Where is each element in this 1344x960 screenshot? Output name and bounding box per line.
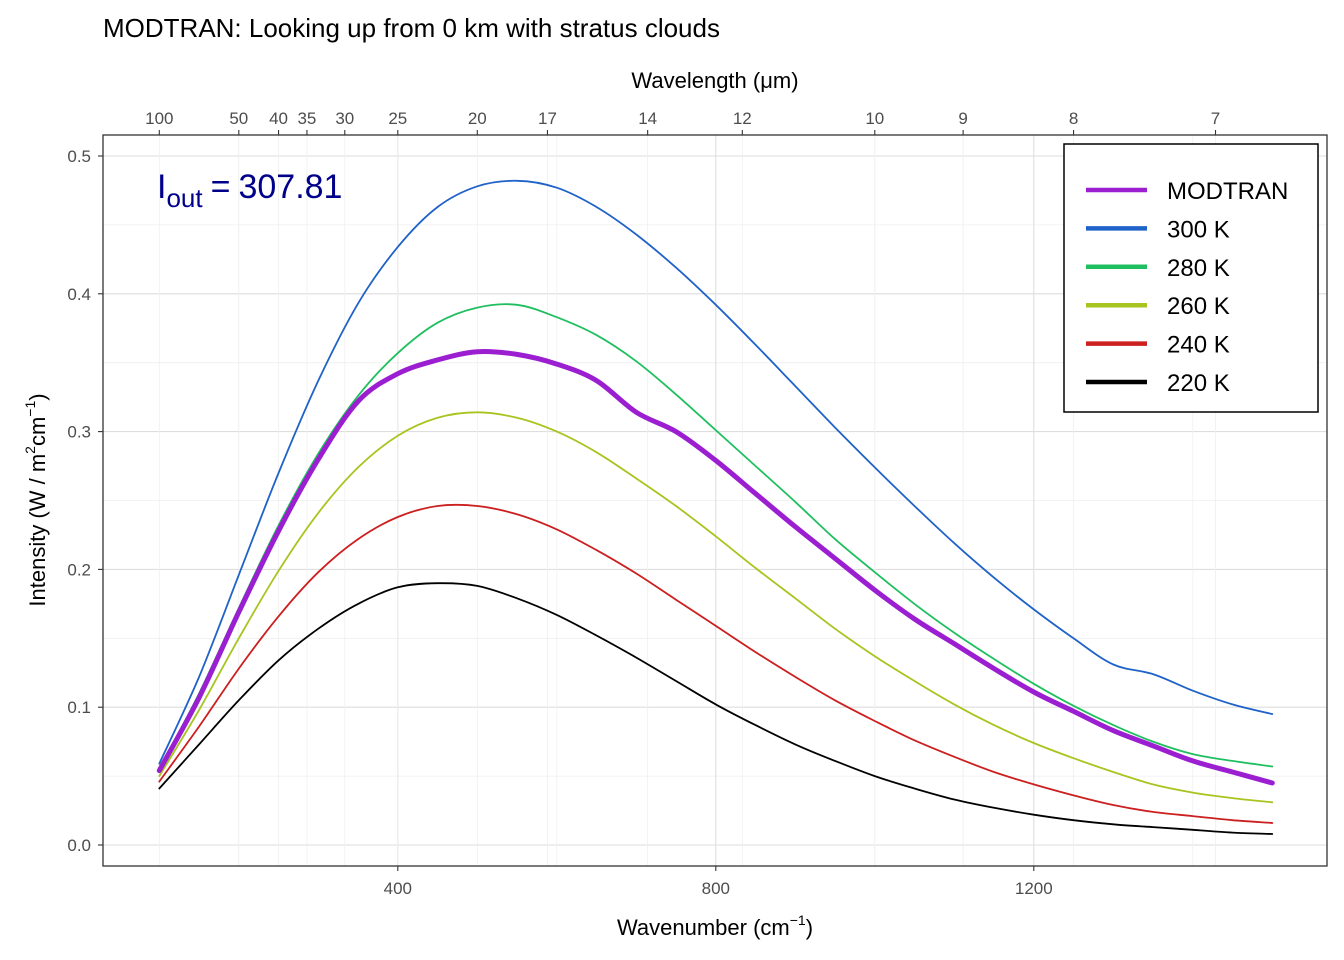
legend-label-260-k: 260 K [1167,293,1230,320]
series-line-220-k [158,582,1274,835]
y-tick-label: 0.2 [67,560,91,579]
iout-annotation: Iout = 307.81 [157,168,342,213]
x2-tick-label: 50 [229,109,248,128]
x-tick-label: 800 [702,879,730,898]
chart-title: MODTRAN: Looking up from 0 km with strat… [103,13,720,43]
x2-tick-label: 30 [335,109,354,128]
y-tick-label: 0.0 [67,836,91,855]
x2-tick-label: 10 [865,109,884,128]
x2-tick-label: 8 [1069,109,1078,128]
x-axis-title: Wavenumber (cm−1) [617,912,813,940]
series-line-280-k [158,303,1274,771]
iout-base: I [157,168,166,206]
legend: MODTRAN 300 K 280 K 260 K 240 K 220 K [1063,143,1319,413]
x2-tick-label: 17 [538,109,557,128]
y-axis: 0.0 0.1 0.2 0.3 0.4 0.5 [67,147,103,855]
iout-subscript: out [166,183,203,213]
x2-tick-label: 40 [269,109,288,128]
x2-tick-label: 12 [733,109,752,128]
x-axis-bottom: 400 800 1200 [384,866,1053,898]
series-line-240-k [158,503,1274,824]
x2-tick-label: 14 [638,109,657,128]
x2-tick-label: 35 [297,109,316,128]
series-line-260-k [158,411,1274,804]
series-line-300-k [158,179,1274,765]
x2-tick-label: 25 [388,109,407,128]
legend-label-240-k: 240 K [1167,332,1230,359]
x-axis-title-close: ) [806,915,813,940]
iout-value: 307.81 [238,168,342,206]
x-axis-title-superscript: −1 [790,912,806,928]
plot-panel-border [102,134,1328,867]
legend-label-280-k: 280 K [1167,255,1230,282]
top-axis-title: Wavelength (μm) [631,68,798,93]
y-axis-title: Intensity (W / m2cm−1) [22,393,50,606]
y-axis-title-sup1: 2 [22,446,38,454]
y-tick-label: 0.5 [67,147,91,166]
y-tick-label: 0.4 [67,285,91,304]
y-axis-title-text: Intensity (W / m [25,454,50,607]
x2-tick-label: 100 [145,109,173,128]
y-tick-label: 0.3 [67,423,91,442]
x2-tick-label: 20 [468,109,487,128]
y-axis-title-sup2: −1 [22,401,38,417]
x-axis-title-text: Wavenumber (cm [617,915,790,940]
series-line-modtran [156,348,1275,786]
iout-equals: = [211,168,231,206]
y-tick-label: 0.1 [67,698,91,717]
y-axis-title-mid: cm [25,417,50,446]
x-tick-label: 1200 [1015,879,1053,898]
x-axis-top: 100 50 40 35 30 25 20 17 14 12 10 9 8 7 [145,109,1220,135]
x2-tick-label: 7 [1211,109,1220,128]
y-axis-title-close: ) [25,393,50,400]
legend-label-300-k: 300 K [1167,216,1230,243]
x2-tick-label: 9 [958,109,967,128]
legend-label-220-k: 220 K [1167,370,1230,397]
series-layer [156,179,1275,835]
legend-label-modtran: MODTRAN [1167,178,1288,205]
x-tick-label: 400 [384,879,412,898]
